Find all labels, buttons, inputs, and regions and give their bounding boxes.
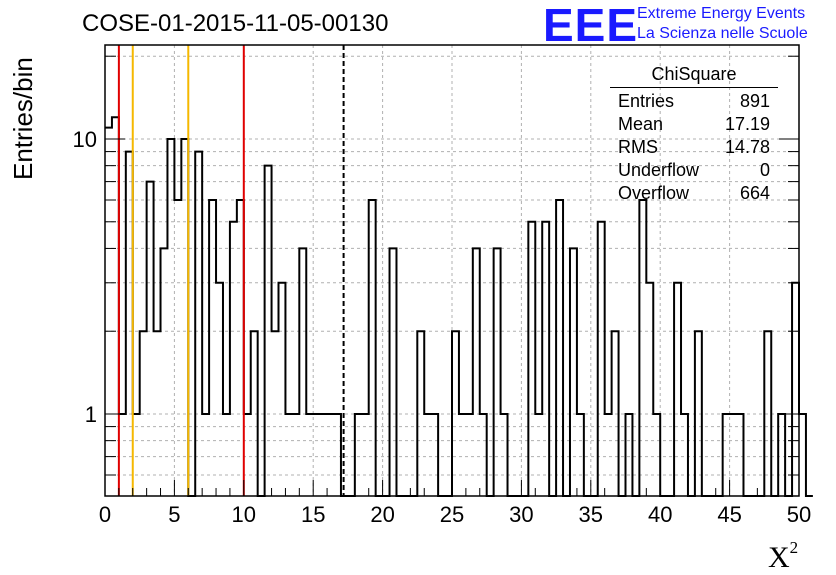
x-axis-label: X2 bbox=[768, 538, 798, 575]
stats-label: Underflow bbox=[618, 160, 700, 180]
stats-value: 891 bbox=[739, 91, 770, 111]
x-tick-label: 10 bbox=[232, 502, 256, 527]
stats-box-title: ChiSquare bbox=[610, 64, 778, 88]
ticks-layer bbox=[104, 55, 800, 496]
stats-value: 0 bbox=[759, 160, 770, 180]
stats-row-overflow: Overflow 664 bbox=[610, 182, 778, 205]
stats-label: Mean bbox=[618, 114, 664, 134]
stats-value: 14.78 bbox=[724, 137, 770, 157]
stats-row-underflow: Underflow 0 bbox=[610, 159, 778, 182]
x-tick-label: 50 bbox=[787, 502, 811, 527]
x-axis-label-superscript: 2 bbox=[789, 538, 799, 557]
histogram-outline bbox=[105, 116, 813, 497]
eee-logo: EEE bbox=[543, 0, 639, 51]
x-tick-label: 45 bbox=[717, 502, 741, 527]
reference-lines-layer bbox=[117, 45, 345, 496]
stats-row-entries: Entries 891 bbox=[610, 90, 778, 113]
x-axis-label-text: X bbox=[768, 541, 790, 574]
stats-value: 17.19 bbox=[724, 114, 770, 134]
stats-label: Entries bbox=[618, 91, 675, 111]
brand-line-2: La Scienza nelle Scuole bbox=[637, 25, 808, 42]
stats-row-rms: RMS 14.78 bbox=[610, 136, 778, 159]
y-tick-label: 1 bbox=[85, 402, 97, 427]
stats-label: RMS bbox=[618, 137, 658, 157]
histogram-layer bbox=[105, 116, 813, 497]
x-tick-label: 15 bbox=[301, 502, 325, 527]
x-tick-label: 20 bbox=[370, 502, 394, 527]
tick-labels-layer: 0 5 10 15 20 25 30 35 40 45 50 1 10 bbox=[73, 127, 812, 527]
brand-line-1: Extreme Energy Events bbox=[637, 5, 806, 22]
x-tick-label: 35 bbox=[579, 502, 603, 527]
y-axis-label: Entries/bin bbox=[8, 57, 38, 180]
y-tick-label: 10 bbox=[73, 127, 97, 152]
x-tick-label: 40 bbox=[648, 502, 672, 527]
x-tick-label: 25 bbox=[440, 502, 464, 527]
x-tick-label: 30 bbox=[509, 502, 533, 527]
stats-row-mean: Mean 17.19 bbox=[610, 113, 778, 136]
x-tick-label: 0 bbox=[99, 502, 111, 527]
stats-box: ChiSquare Entries 891 Mean 17.19 RMS 14.78 … bbox=[610, 64, 778, 205]
chart-title: COSE-01-2015-11-05-00130 bbox=[82, 10, 389, 37]
x-tick-label: 5 bbox=[168, 502, 180, 527]
stats-value: 664 bbox=[739, 183, 770, 203]
stats-label: Overflow bbox=[618, 183, 690, 203]
